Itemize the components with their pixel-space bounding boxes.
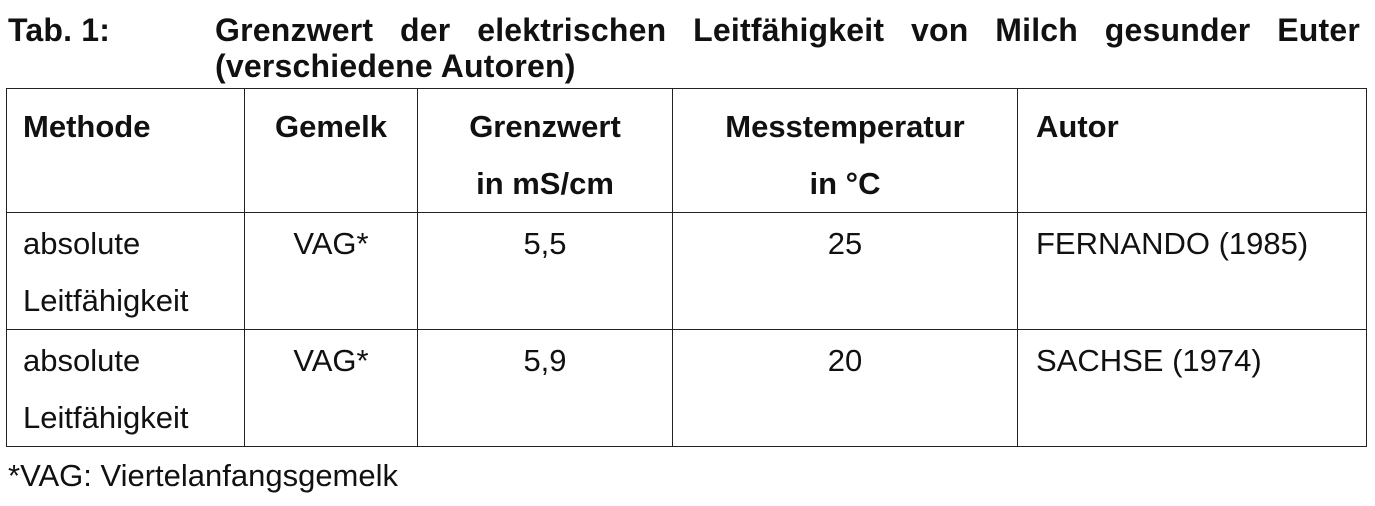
header-gemelk: Gemelk [244, 88, 418, 213]
table-row: absolute Leitfähigkeit VAG* 5,9 20 SACHS… [6, 329, 1367, 447]
cell-methode: absolute Leitfähigkeit [6, 329, 245, 447]
cell-gemelk: VAG* [244, 329, 418, 447]
header-methode-label: Methode [23, 109, 151, 144]
cell-methode: absolute Leitfähigkeit [6, 212, 245, 330]
cell-grenzwert: 5,9 [417, 329, 673, 447]
header-messtemperatur: Messtemperatur in °C [672, 88, 1018, 213]
cell-autor: SACHSE (1974) [1017, 329, 1367, 447]
header-grenzwert-line1: Grenzwert [469, 109, 621, 144]
header-autor-label: Autor [1036, 109, 1119, 144]
header-messtemperatur-line1: Messtemperatur [725, 109, 965, 144]
table-row: absolute Leitfähigkeit VAG* 5,5 25 FERNA… [6, 212, 1367, 330]
cell-autor: FERNANDO (1985) [1017, 212, 1367, 330]
header-autor: Autor [1017, 88, 1367, 213]
cell-methode-line2: Leitfähigkeit [23, 283, 189, 318]
cell-methode-line2: Leitfähigkeit [23, 400, 189, 435]
cell-messtemperatur: 25 [672, 212, 1018, 330]
cell-methode-line1: absolute [23, 226, 141, 261]
header-grenzwert: Grenzwert in mS/cm [417, 88, 673, 213]
table-header-row: Methode Gemelk Grenzwert in mS/cm Messte… [6, 88, 1367, 213]
header-methode: Methode [6, 88, 245, 213]
caption-title: Grenzwert der elektrischen Leitfähigkeit… [215, 12, 1360, 84]
cell-messtemperatur: 20 [672, 329, 1018, 447]
table-caption: Tab. 1: Grenzwert der elektrischen Leitf… [8, 6, 1360, 84]
footnote: *VAG: Viertelanfangsgemelk [8, 458, 399, 493]
cell-grenzwert: 5,5 [417, 212, 673, 330]
header-gemelk-label: Gemelk [274, 109, 387, 144]
header-messtemperatur-line2: in °C [809, 166, 881, 201]
conductivity-table: Methode Gemelk Grenzwert in mS/cm Messte… [6, 88, 1367, 447]
caption-label: Tab. 1: [8, 12, 111, 48]
cell-methode-line1: absolute [23, 343, 141, 378]
header-grenzwert-line2: in mS/cm [476, 166, 614, 201]
cell-gemelk: VAG* [244, 212, 418, 330]
